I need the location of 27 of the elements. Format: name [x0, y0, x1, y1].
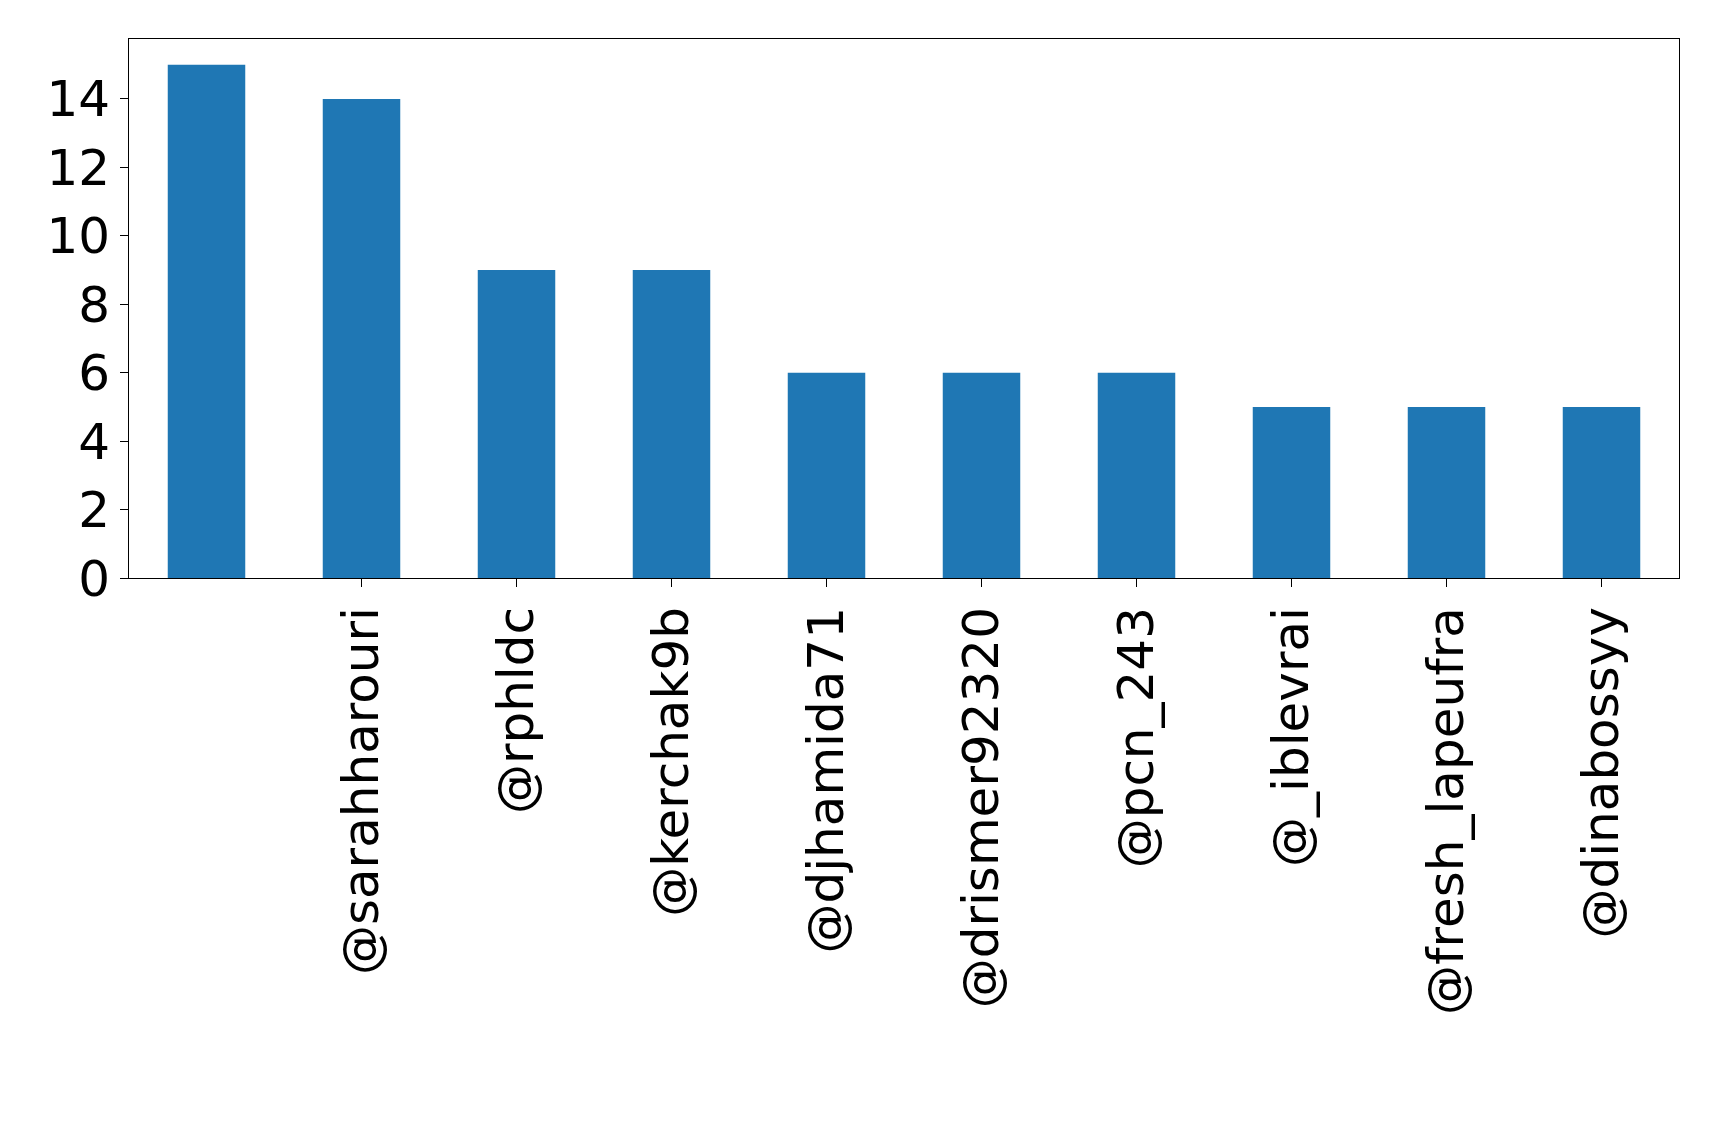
bar	[1562, 406, 1641, 578]
bar	[322, 98, 401, 578]
bar	[1407, 406, 1486, 578]
y-tick-label: 8	[78, 275, 110, 334]
bar	[1252, 406, 1331, 578]
y-tick-label: 14	[46, 70, 110, 129]
y-tick-label: 6	[78, 344, 110, 403]
x-tick-label: @pcn_243	[1106, 607, 1165, 869]
x-tick-label: @rphldc	[486, 607, 545, 815]
y-tick-label: 0	[78, 549, 110, 608]
bar	[632, 270, 711, 578]
bar	[167, 64, 246, 578]
x-tick-label: @kerchak9b	[641, 607, 700, 917]
bar	[787, 372, 866, 578]
y-tick-label: 4	[78, 412, 110, 471]
y-tick-label: 10	[46, 207, 110, 266]
bar	[1097, 372, 1176, 578]
y-tick-label: 12	[46, 138, 110, 197]
x-tick-label: @djhamida71	[796, 607, 855, 954]
x-tick-label: @sarahharouri	[331, 607, 390, 976]
x-tick-label: @drismer92320	[951, 607, 1010, 1009]
x-tick-label: @dinabossyy	[1571, 607, 1630, 939]
y-tick-label: 2	[78, 481, 110, 540]
x-tick-label: @fresh_lapeufra	[1416, 607, 1475, 1016]
x-tick-label: @_iblevrai	[1261, 607, 1320, 867]
bar	[477, 270, 556, 578]
bar	[942, 372, 1021, 578]
